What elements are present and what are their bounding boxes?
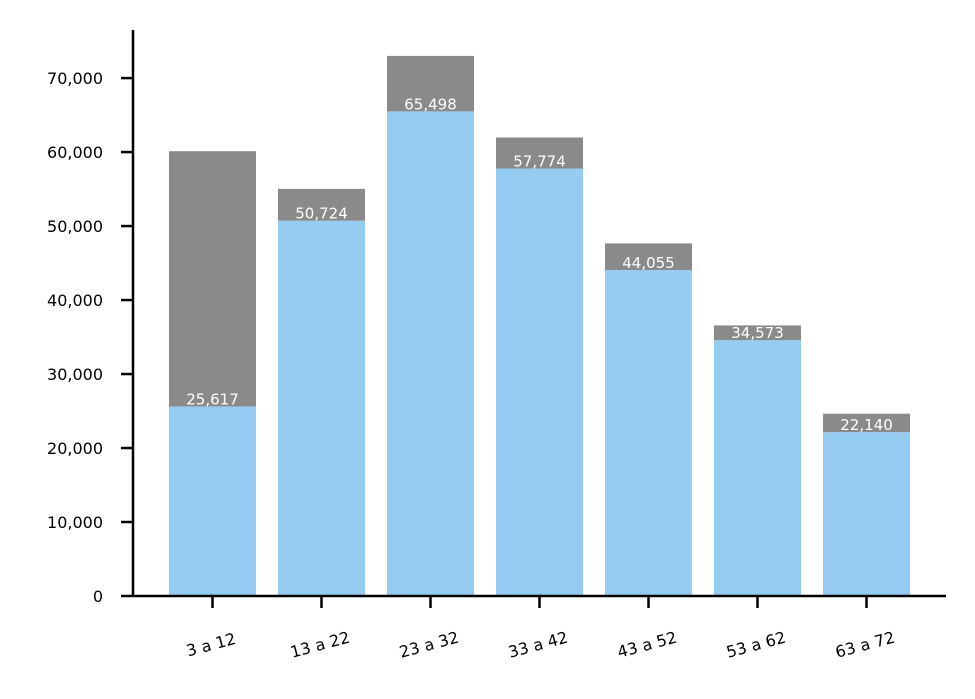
bar-segment-2-2 (278, 188, 365, 221)
bar-value-label: 22,140 (840, 416, 893, 434)
x-tick-label: 43 a 52 (615, 628, 679, 662)
bar-segment-2-7 (823, 413, 910, 433)
x-tick-label: 63 a 72 (833, 628, 897, 662)
y-tick-label: 40,000 (47, 291, 103, 310)
bar-segment-2-1 (169, 151, 256, 407)
y-tick-label: 10,000 (47, 513, 103, 532)
y-tick-label: 50,000 (47, 217, 103, 236)
bar-segment-1-6 (714, 340, 801, 596)
bar-value-label: 44,055 (622, 254, 675, 272)
y-tick-label: 60,000 (47, 143, 103, 162)
x-tick-label: 3 a 12 (184, 629, 238, 660)
bar-segment-2-4 (496, 137, 583, 169)
bar-segment-2-3 (387, 55, 474, 112)
bar-segment-2-5 (605, 243, 692, 271)
bar-segment-1-1 (169, 406, 256, 596)
bar-segment-1-5 (605, 270, 692, 596)
x-tick-label: 33 a 42 (506, 628, 570, 662)
y-tick-label: 0 (93, 587, 103, 606)
bars-layer (169, 55, 910, 597)
bar-value-label: 34,573 (731, 324, 784, 342)
y-tick-label: 30,000 (47, 365, 103, 384)
y-tick-label: 20,000 (47, 439, 103, 458)
bar-segment-1-7 (823, 432, 910, 596)
x-tick-label: 13 a 22 (288, 628, 352, 662)
bar-segment-1-3 (387, 111, 474, 596)
bar-value-label: 65,498 (404, 95, 457, 113)
bar-value-label: 57,774 (513, 153, 566, 171)
bar-segment-1-2 (278, 220, 365, 596)
x-tick-label: 23 a 32 (397, 628, 461, 662)
bar-segment-2-6 (714, 325, 801, 341)
bar-value-label: 50,724 (295, 205, 348, 223)
x-tick-label: 53 a 62 (724, 628, 788, 662)
bar-labels-layer: 25,617 50,724 65,498 57,774 44,055 34,573 22,1… (186, 95, 893, 434)
y-tick-label: 70,000 (47, 69, 103, 88)
bar-value-label: 25,617 (186, 390, 239, 408)
bar-segment-1-4 (496, 168, 583, 597)
